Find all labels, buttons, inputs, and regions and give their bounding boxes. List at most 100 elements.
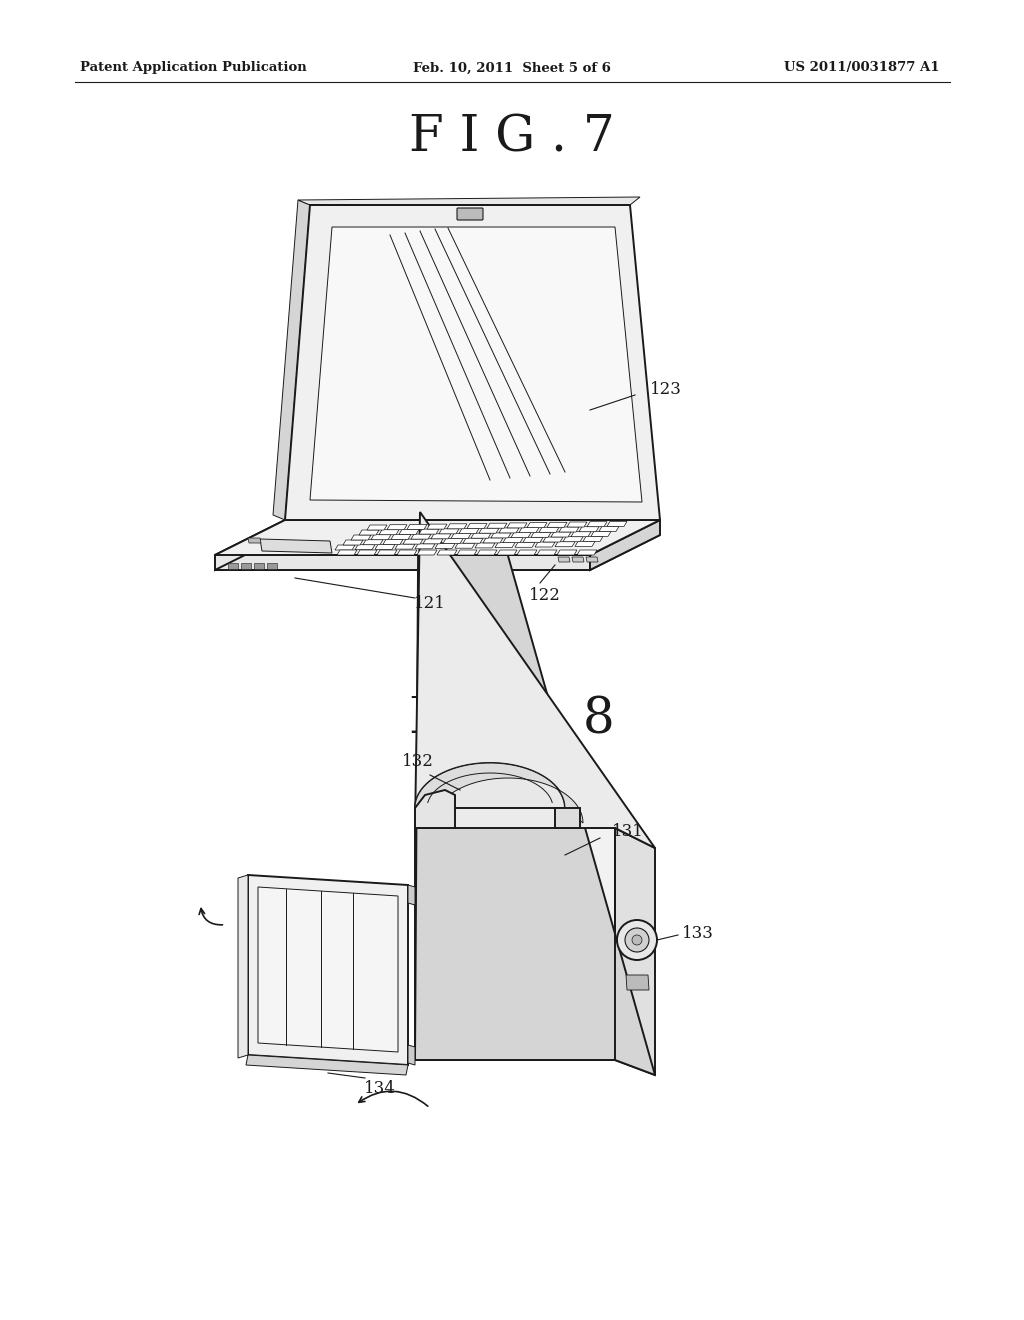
Polygon shape — [495, 543, 515, 548]
Polygon shape — [567, 521, 587, 527]
Polygon shape — [431, 533, 451, 539]
Polygon shape — [415, 763, 583, 822]
Polygon shape — [254, 564, 264, 569]
Polygon shape — [447, 524, 467, 529]
Polygon shape — [379, 529, 399, 535]
Polygon shape — [391, 535, 411, 540]
Polygon shape — [511, 532, 531, 537]
Polygon shape — [557, 550, 577, 554]
Polygon shape — [475, 543, 495, 548]
Polygon shape — [298, 197, 640, 205]
Polygon shape — [455, 544, 475, 548]
Polygon shape — [572, 557, 584, 562]
Text: 122: 122 — [529, 586, 561, 603]
Polygon shape — [471, 533, 490, 539]
Polygon shape — [579, 527, 599, 532]
Polygon shape — [241, 564, 251, 569]
Polygon shape — [490, 533, 511, 539]
Polygon shape — [357, 550, 377, 554]
Polygon shape — [215, 535, 660, 570]
Polygon shape — [590, 520, 660, 570]
Polygon shape — [626, 975, 649, 990]
Polygon shape — [607, 521, 627, 527]
Polygon shape — [559, 527, 579, 532]
Polygon shape — [267, 564, 278, 569]
Polygon shape — [507, 523, 527, 528]
Polygon shape — [515, 543, 535, 548]
Polygon shape — [343, 540, 362, 545]
Polygon shape — [377, 550, 397, 554]
Polygon shape — [415, 763, 565, 808]
Polygon shape — [397, 550, 417, 554]
Text: 133: 133 — [682, 924, 714, 941]
Polygon shape — [362, 540, 383, 545]
FancyBboxPatch shape — [457, 209, 483, 220]
Polygon shape — [395, 544, 415, 549]
Polygon shape — [443, 539, 463, 544]
Text: F I G . 7: F I G . 7 — [410, 114, 614, 162]
Polygon shape — [248, 539, 261, 543]
Text: 123: 123 — [650, 381, 682, 399]
Polygon shape — [555, 541, 575, 546]
Text: 131: 131 — [612, 824, 644, 841]
Text: 132: 132 — [402, 752, 434, 770]
Polygon shape — [543, 537, 563, 543]
Polygon shape — [497, 550, 517, 554]
Polygon shape — [215, 520, 660, 554]
Polygon shape — [337, 550, 357, 554]
Polygon shape — [563, 537, 583, 541]
Text: F I G . 8: F I G . 8 — [410, 696, 614, 744]
Polygon shape — [547, 523, 567, 527]
Polygon shape — [591, 532, 611, 536]
Polygon shape — [477, 550, 497, 554]
Polygon shape — [407, 524, 427, 529]
Polygon shape — [367, 525, 387, 531]
Polygon shape — [551, 532, 571, 537]
Polygon shape — [539, 527, 559, 532]
Polygon shape — [403, 539, 423, 544]
Polygon shape — [463, 539, 483, 544]
Polygon shape — [215, 520, 285, 570]
Polygon shape — [355, 545, 375, 549]
Polygon shape — [371, 535, 391, 540]
Polygon shape — [415, 789, 455, 828]
Polygon shape — [415, 828, 615, 1060]
Polygon shape — [439, 529, 459, 533]
Text: US 2011/0031877 A1: US 2011/0031877 A1 — [784, 62, 940, 74]
Polygon shape — [258, 887, 398, 1052]
Polygon shape — [487, 523, 507, 528]
Circle shape — [617, 920, 657, 960]
Polygon shape — [575, 541, 595, 546]
Polygon shape — [387, 525, 407, 529]
Polygon shape — [427, 524, 447, 529]
Polygon shape — [503, 537, 523, 543]
Polygon shape — [228, 564, 238, 569]
Polygon shape — [417, 550, 437, 554]
Polygon shape — [531, 532, 551, 537]
Polygon shape — [483, 539, 503, 543]
Polygon shape — [459, 528, 479, 533]
Polygon shape — [555, 808, 580, 828]
Polygon shape — [415, 544, 435, 549]
Polygon shape — [408, 884, 415, 906]
Polygon shape — [517, 550, 537, 554]
Text: Feb. 10, 2011  Sheet 5 of 6: Feb. 10, 2011 Sheet 5 of 6 — [413, 62, 611, 74]
Circle shape — [632, 935, 642, 945]
Polygon shape — [238, 875, 248, 1059]
Polygon shape — [383, 540, 403, 544]
Polygon shape — [457, 550, 477, 554]
Polygon shape — [523, 537, 543, 543]
Polygon shape — [615, 828, 655, 1074]
Polygon shape — [415, 512, 655, 847]
Polygon shape — [558, 557, 570, 562]
Polygon shape — [451, 533, 471, 539]
Polygon shape — [577, 550, 597, 554]
Text: 134: 134 — [365, 1080, 396, 1097]
Polygon shape — [527, 523, 547, 528]
Polygon shape — [419, 529, 439, 535]
Polygon shape — [246, 1055, 408, 1074]
Polygon shape — [435, 544, 455, 549]
Polygon shape — [260, 539, 332, 553]
Polygon shape — [335, 545, 355, 550]
Polygon shape — [399, 529, 419, 535]
